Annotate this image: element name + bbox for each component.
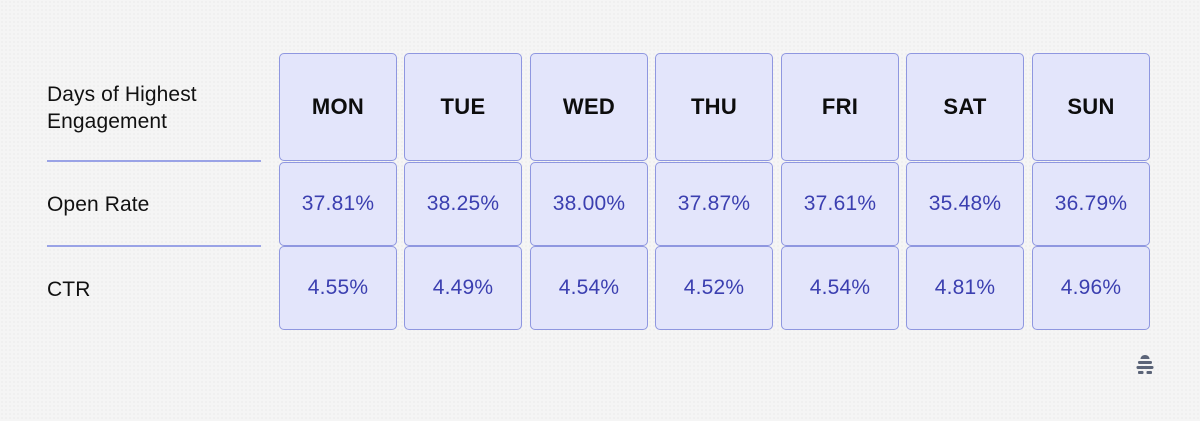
ctr-value: 4.96% bbox=[1060, 276, 1122, 299]
day-column-thu: THU 37.87% 4.52% bbox=[655, 53, 773, 330]
day-header-label: THU bbox=[690, 94, 738, 119]
ctr-value: 4.54% bbox=[558, 276, 620, 299]
open-rate-value: 37.87% bbox=[677, 192, 751, 215]
day-header-cell: SAT bbox=[906, 53, 1024, 161]
day-column-wed: WED 38.00% 4.54% bbox=[530, 53, 648, 330]
open-rate-value: 38.25% bbox=[426, 192, 500, 215]
day-header-cell: MON bbox=[279, 53, 397, 161]
ctr-cell: 4.52% bbox=[655, 246, 773, 330]
header-row-label: Days of Highest Engagement bbox=[47, 83, 197, 133]
beehiiv-logo-icon bbox=[1136, 355, 1154, 374]
ctr-value: 4.52% bbox=[683, 276, 745, 299]
open-rate-value: 36.79% bbox=[1054, 192, 1128, 215]
ctr-value: 4.55% bbox=[307, 276, 369, 299]
ctr-cell: 4.81% bbox=[906, 246, 1024, 330]
open-rate-cell: 37.87% bbox=[655, 162, 773, 246]
row-divider bbox=[47, 245, 261, 247]
day-header-cell: SUN bbox=[1032, 53, 1150, 161]
ctr-row-label: CTR bbox=[47, 278, 91, 301]
day-header-cell: WED bbox=[530, 53, 648, 161]
day-header-label: MON bbox=[311, 94, 365, 119]
ctr-value: 4.81% bbox=[934, 276, 996, 299]
open-rate-cell: 37.61% bbox=[781, 162, 899, 246]
day-header-label: FRI bbox=[821, 94, 859, 119]
open-rate-cell: 37.81% bbox=[279, 162, 397, 246]
day-column-tue: TUE 38.25% 4.49% bbox=[404, 53, 522, 330]
ctr-cell: 4.55% bbox=[279, 246, 397, 330]
day-column-sat: SAT 35.48% 4.81% bbox=[906, 53, 1024, 330]
day-header-label: SUN bbox=[1067, 94, 1115, 119]
ctr-cell: 4.54% bbox=[530, 246, 648, 330]
day-header-cell: FRI bbox=[781, 53, 899, 161]
ctr-cell: 4.96% bbox=[1032, 246, 1150, 330]
day-column-mon: MON 37.81% 4.55% bbox=[279, 53, 397, 330]
day-column-sun: SUN 36.79% 4.96% bbox=[1032, 53, 1150, 330]
ctr-value: 4.49% bbox=[432, 276, 494, 299]
day-header-label: SAT bbox=[943, 94, 987, 119]
day-header-label: WED bbox=[562, 94, 616, 119]
ctr-value: 4.54% bbox=[809, 276, 871, 299]
open-rate-cell: 38.25% bbox=[404, 162, 522, 246]
open-rate-cell: 36.79% bbox=[1032, 162, 1150, 246]
open-rate-value: 38.00% bbox=[552, 192, 626, 215]
open-rate-cell: 38.00% bbox=[530, 162, 648, 246]
day-header-cell: TUE bbox=[404, 53, 522, 161]
open-rate-value: 35.48% bbox=[928, 192, 1002, 215]
day-header-cell: THU bbox=[655, 53, 773, 161]
day-column-fri: FRI 37.61% 4.54% bbox=[781, 53, 899, 330]
ctr-cell: 4.54% bbox=[781, 246, 899, 330]
row-divider bbox=[47, 160, 261, 162]
ctr-cell: 4.49% bbox=[404, 246, 522, 330]
day-header-label: TUE bbox=[440, 94, 486, 119]
open-rate-value: 37.61% bbox=[803, 192, 877, 215]
open-rate-cell: 35.48% bbox=[906, 162, 1024, 246]
open-rate-value: 37.81% bbox=[301, 192, 375, 215]
open-rate-row-label: Open Rate bbox=[47, 193, 150, 216]
